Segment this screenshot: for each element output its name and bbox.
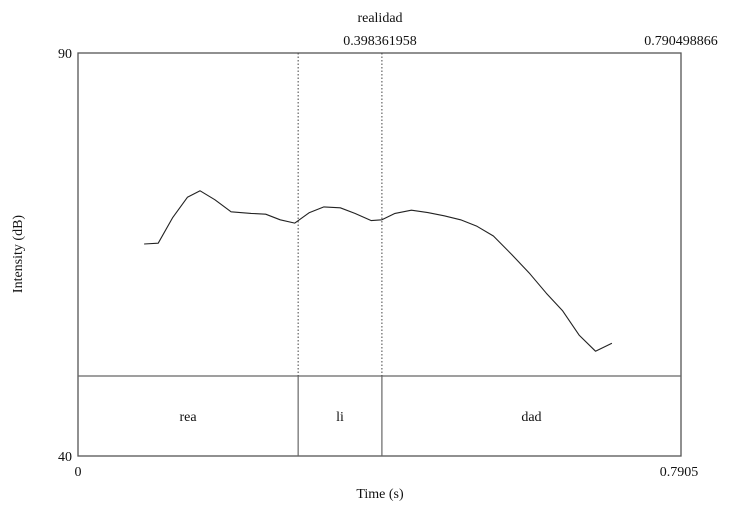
boundary-lines xyxy=(297,53,383,376)
intensity-curve xyxy=(144,190,613,352)
x-tick-left: 0 xyxy=(75,465,82,480)
segment-label-dad: dad xyxy=(521,410,541,425)
segment-tier: rea li dad xyxy=(180,376,542,456)
x-axis-label: Time (s) xyxy=(356,487,404,502)
segment-label-rea: rea xyxy=(180,410,198,425)
top-marker-label: 0.398361958 xyxy=(343,34,417,49)
top-end-label: 0.790498866 xyxy=(644,34,718,49)
word-label: realidad xyxy=(357,11,402,26)
y-axis-label: Intensity (dB) xyxy=(11,215,26,293)
y-tick-top: 90 xyxy=(58,47,72,62)
y-tick-bottom: 40 xyxy=(58,450,72,465)
segment-label-li: li xyxy=(336,410,344,425)
plot-frame xyxy=(77,52,682,457)
x-tick-right: 0.7905 xyxy=(660,465,699,480)
